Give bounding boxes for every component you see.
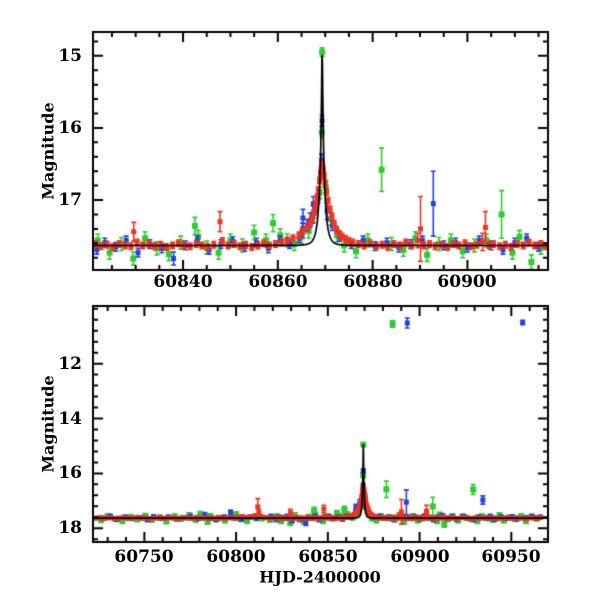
bottom-x-tick-60900: 60900 (390, 547, 450, 567)
bottom-x-tick-60750: 60750 (114, 547, 174, 567)
top-x-tick-60900: 60900 (437, 272, 497, 292)
bottom-y-tick-14: 14 (58, 409, 82, 429)
bottom-y-tick-16: 16 (58, 463, 82, 483)
bottom-y-tick-12: 12 (58, 354, 82, 374)
bottom-x-tick-60800: 60800 (206, 547, 266, 567)
top-x-tick-60840: 60840 (153, 272, 213, 292)
top-x-tick-60860: 60860 (248, 272, 308, 292)
x-axis-title: HJD-2400000 (259, 567, 381, 587)
bottom-x-tick-60950: 60950 (481, 547, 541, 567)
top-y-axis-title: Magnitude (38, 102, 58, 200)
bottom-y-tick-18: 18 (58, 518, 82, 538)
top-y-tick-17: 17 (58, 190, 82, 210)
top-y-tick-15: 15 (58, 46, 82, 66)
bottom-y-axis-title: Magnitude (38, 375, 58, 473)
top-x-tick-60880: 60880 (343, 272, 403, 292)
top-y-tick-16: 16 (58, 118, 82, 138)
bottom-x-tick-60850: 60850 (298, 547, 358, 567)
